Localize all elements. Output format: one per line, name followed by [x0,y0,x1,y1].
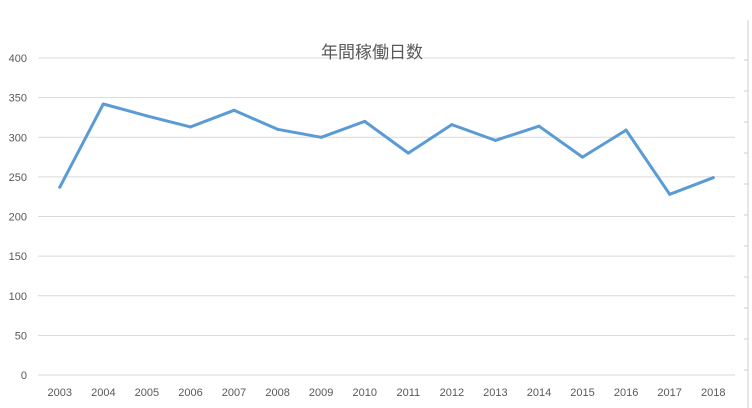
x-tick-label: 2005 [135,387,159,399]
data-point [581,155,585,159]
gridlines [38,57,735,336]
data-point [276,127,280,131]
y-tick-label: 300 [9,132,27,144]
data-point [188,125,192,129]
x-tick-label: 2003 [48,387,72,399]
data-point [624,128,628,132]
y-tick-label: 200 [9,212,27,224]
data-point [406,151,410,155]
data-point [668,192,672,196]
x-tick-label: 2016 [614,387,638,399]
x-tick-label: 2006 [178,387,202,399]
y-tick-label: 250 [9,172,27,184]
x-tick-label: 2013 [483,387,507,399]
chart-title: 年間稼働日数 [321,43,423,63]
y-tick-label: 50 [15,330,27,342]
x-tick-label: 2004 [91,387,115,399]
x-tick-label: 2009 [309,387,333,399]
data-point [537,124,541,128]
x-tick-label: 2011 [396,387,420,399]
data-point [101,102,105,106]
x-tick-label: 2018 [701,387,725,399]
data-point [145,114,149,118]
data-point [319,135,323,139]
x-tick-label: 2014 [527,387,551,399]
data-point [493,138,497,142]
right-edge-marks [744,20,749,408]
x-tick-label: 2008 [265,387,289,399]
y-tick-label: 0 [21,370,27,382]
data-point [711,176,715,180]
y-tick-label: 150 [9,251,27,263]
y-tick-label: 350 [9,93,27,105]
x-tick-label: 2012 [440,387,464,399]
x-tick-label: 2010 [352,387,376,399]
y-tick-label: 400 [9,53,27,65]
series-line-0 [58,102,715,196]
y-tick-label: 100 [9,291,27,303]
data-point [232,108,236,112]
x-tick-label: 2017 [657,387,681,399]
data-point [450,123,454,127]
x-tick-label: 2015 [570,387,594,399]
y-axis-ticks: 0 50 100 150 200 250 300 350 400 [9,53,27,382]
data-point [58,185,62,189]
data-point [363,119,367,123]
x-tick-label: 2007 [222,387,246,399]
series-group [58,102,715,196]
x-axis-ticks: 2003 2004 2005 2006 2007 2008 2009 2010 2011 2012… [48,387,726,399]
